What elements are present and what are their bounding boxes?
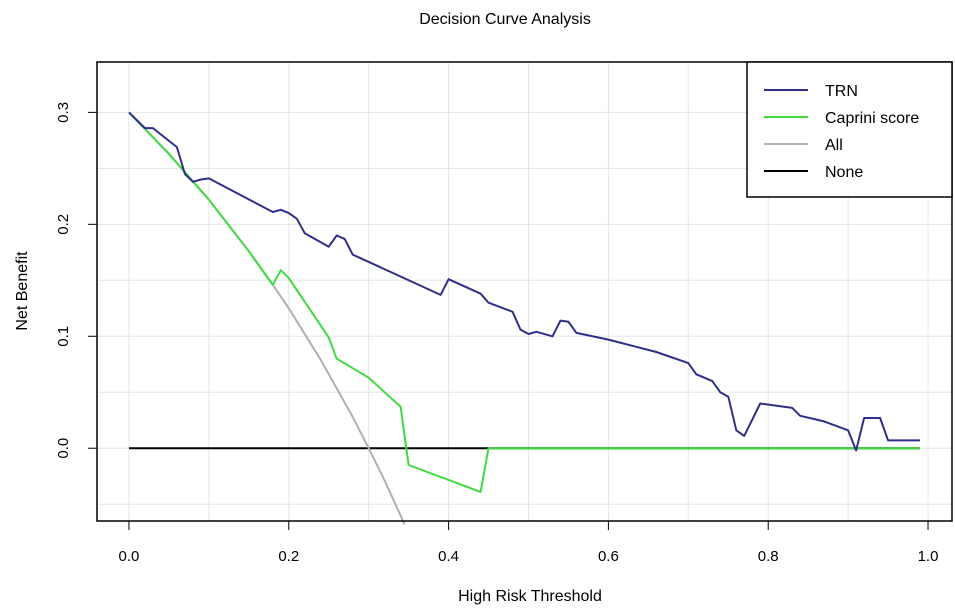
- series-line-caprini-score: [128, 111, 920, 493]
- legend-label: TRN: [825, 83, 858, 100]
- x-axis: 0.0 0.2 0.4 0.6 0.8 1.0: [119, 520, 939, 565]
- x-tick-label: 0.2: [278, 548, 299, 565]
- chart-title: Decision Curve Analysis: [419, 11, 591, 28]
- series-lines: [128, 111, 920, 525]
- x-tick-label: 1.0: [918, 548, 939, 565]
- y-tick-label: 0.3: [55, 102, 72, 123]
- y-tick-label: 0.2: [55, 214, 72, 235]
- series-line-all: [128, 111, 406, 525]
- legend-box: [746, 61, 953, 198]
- y-tick-label: 0.0: [55, 438, 72, 459]
- x-tick-label: 0.6: [598, 548, 619, 565]
- y-axis-title: Net Benefit: [14, 251, 31, 331]
- legend-label: None: [825, 164, 863, 181]
- y-axis: 0.0 0.1 0.2 0.3: [55, 102, 97, 459]
- y-tick-label: 0.1: [55, 326, 72, 347]
- x-tick-label: 0.4: [438, 548, 459, 565]
- legend-label: Caprini score: [825, 110, 919, 127]
- series-line-trn: [128, 111, 920, 452]
- legend: TRN Caprini score All None: [746, 61, 953, 198]
- x-tick-label: 0.0: [119, 548, 140, 565]
- x-tick-label: 0.8: [758, 548, 779, 565]
- legend-label: All: [825, 137, 843, 154]
- x-axis-title: High Risk Threshold: [458, 588, 602, 605]
